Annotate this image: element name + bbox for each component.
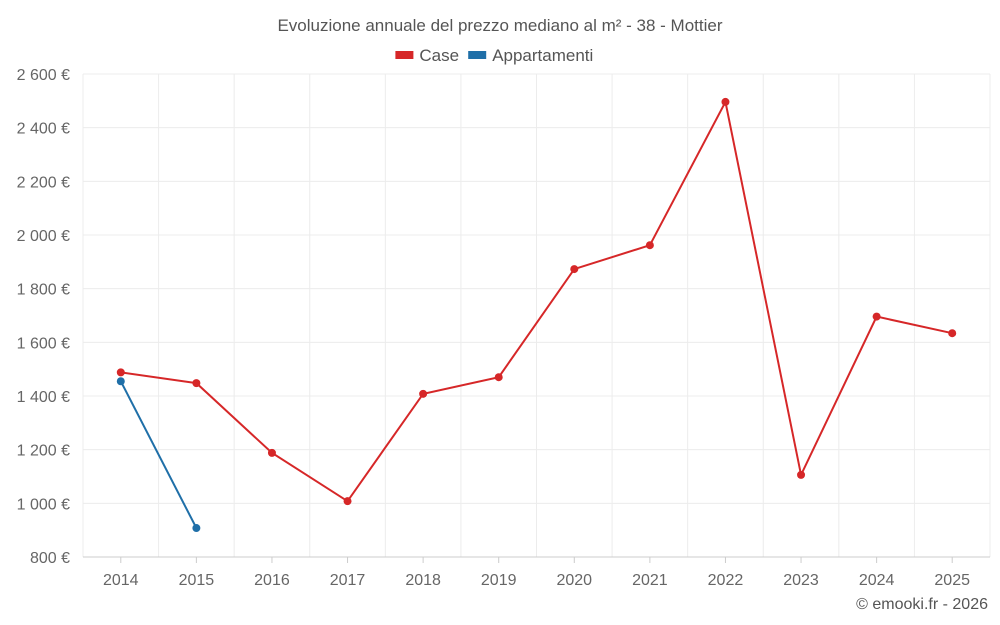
series-line (119, 380, 198, 529)
y-tick-label: 1 600 € (17, 335, 70, 352)
y-tick-label: 1 000 € (17, 496, 70, 513)
x-tick-label: 2022 (708, 572, 744, 589)
legend-label: Appartamenti (492, 46, 593, 65)
data-point[interactable] (116, 377, 125, 386)
x-tick-label: 2019 (481, 572, 517, 589)
x-tick-label: 2021 (632, 572, 668, 589)
x-tick-label: 2025 (934, 572, 970, 589)
legend-item-appartamenti[interactable]: Appartamenti (468, 46, 593, 65)
series-layer (116, 97, 957, 533)
y-tick-label: 1 200 € (17, 443, 70, 460)
x-tick-label: 2017 (330, 572, 366, 589)
y-tick-label: 2 400 € (17, 121, 70, 138)
data-point[interactable] (570, 265, 579, 274)
data-point[interactable] (797, 470, 806, 479)
y-tick-label: 2 000 € (17, 228, 70, 245)
data-point[interactable] (948, 329, 957, 338)
data-point[interactable] (872, 312, 881, 321)
data-point[interactable] (645, 241, 654, 250)
legend-item-case[interactable]: Case (395, 46, 459, 65)
series-line (120, 98, 953, 503)
y-tick-label: 2 600 € (17, 67, 70, 84)
x-tick-label: 2020 (556, 572, 592, 589)
data-point[interactable] (267, 448, 276, 457)
data-point[interactable] (721, 97, 730, 106)
legend-swatch (468, 51, 487, 59)
data-point[interactable] (192, 524, 201, 533)
data-point[interactable] (116, 368, 125, 377)
data-point[interactable] (192, 379, 201, 388)
chart-title: Evoluzione annuale del prezzo mediano al… (277, 16, 722, 35)
series-case (116, 97, 957, 506)
y-tick-label: 800 € (30, 550, 70, 567)
series-appartamenti (116, 377, 201, 533)
legend-swatch (395, 51, 414, 59)
x-tick-label: 2016 (254, 572, 290, 589)
legend: Case Appartamenti (395, 46, 593, 65)
y-tick-label: 2 200 € (17, 174, 70, 191)
x-tick-label: 2024 (859, 572, 895, 589)
y-tick-label: 1 400 € (17, 389, 70, 406)
x-tick-label: 2018 (405, 572, 441, 589)
grid (82, 73, 991, 557)
x-tick-label: 2015 (179, 572, 215, 589)
credit-text: © emooki.fr - 2026 (856, 596, 988, 613)
data-point[interactable] (419, 389, 428, 398)
x-axis: 2014 2015 2016 2017 2018 2019 2020 2021 2022 2023… (83, 556, 990, 589)
legend-label: Case (419, 46, 459, 65)
y-tick-label: 1 800 € (17, 282, 70, 299)
data-point[interactable] (343, 497, 352, 506)
x-tick-label: 2023 (783, 572, 819, 589)
x-tick-label: 2014 (103, 572, 139, 589)
y-axis: 800 € 1 000 € 1 200 € 1 400 € 1 600 € 1 800 €… (17, 67, 70, 567)
data-point[interactable] (494, 373, 503, 382)
